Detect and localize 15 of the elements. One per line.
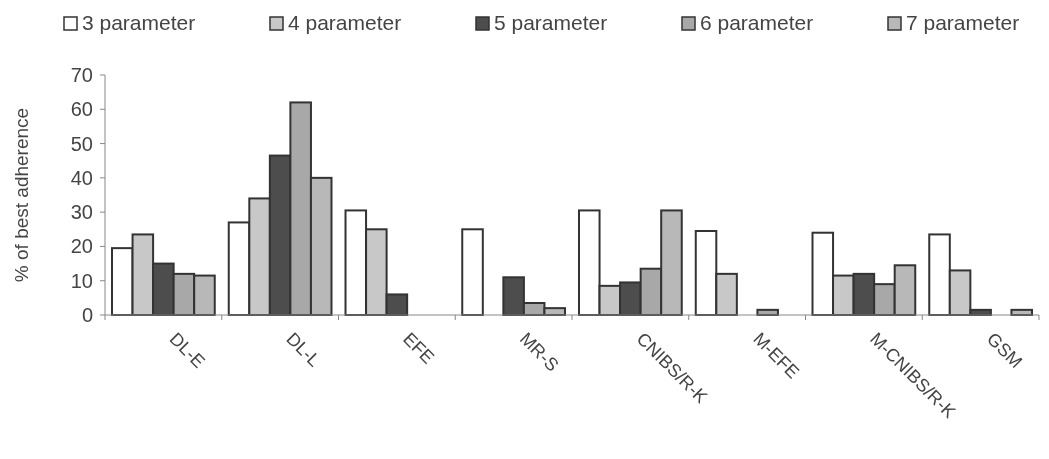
y-axis-title: % of best adherence bbox=[11, 107, 32, 283]
y-tick-label: 60 bbox=[70, 98, 93, 121]
y-tick-label: 70 bbox=[70, 64, 93, 86]
legend-label: 6 parameter bbox=[700, 11, 814, 34]
y-tick-label: 40 bbox=[70, 166, 93, 189]
y-tick-label: 0 bbox=[81, 304, 93, 326]
y-tick-label: 30 bbox=[70, 201, 93, 224]
y-tick-label: 10 bbox=[70, 269, 93, 292]
legend-label: 3 parameter bbox=[82, 11, 196, 34]
y-tick-label: 50 bbox=[70, 132, 93, 155]
y-tick-label: 20 bbox=[70, 235, 93, 258]
bar bbox=[461, 228, 484, 316]
legend-label: 5 parameter bbox=[494, 11, 608, 34]
legend-label: 7 parameter bbox=[906, 11, 1020, 34]
legend-label: 4 parameter bbox=[288, 11, 402, 34]
